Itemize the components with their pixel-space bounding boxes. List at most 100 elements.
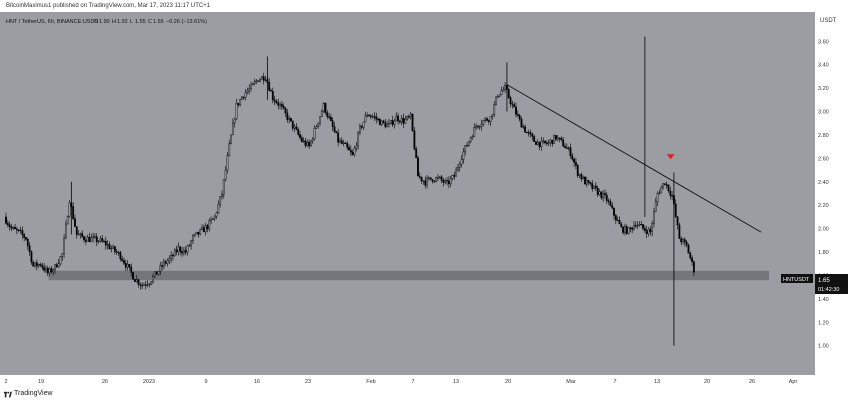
candle-body bbox=[202, 227, 205, 233]
time-tick-label: 19 bbox=[38, 379, 44, 385]
candle-body bbox=[576, 164, 579, 176]
candle-body bbox=[565, 147, 568, 149]
candle-body bbox=[55, 264, 58, 268]
price-tick-label: 2.00 bbox=[818, 227, 829, 233]
candle-body bbox=[433, 180, 436, 183]
candle-body bbox=[515, 106, 517, 115]
candle-body bbox=[382, 120, 385, 123]
candle-body bbox=[371, 116, 374, 118]
candle-body bbox=[645, 230, 648, 235]
legend-high-label: H bbox=[112, 19, 116, 25]
candle-body bbox=[41, 265, 44, 268]
candle-body bbox=[669, 190, 672, 196]
candle-body bbox=[66, 216, 69, 225]
candle-body bbox=[553, 135, 556, 144]
candle-body bbox=[12, 227, 15, 229]
candle-body bbox=[549, 139, 552, 143]
candle-body bbox=[275, 101, 278, 104]
candle-body bbox=[239, 99, 242, 106]
candles bbox=[5, 36, 695, 346]
price-tick-label: 3.00 bbox=[818, 110, 829, 116]
candle-body bbox=[685, 241, 688, 246]
legend-change: −0.26 (−13.61%) bbox=[166, 19, 207, 25]
candle-body bbox=[262, 76, 265, 81]
candle-body bbox=[277, 102, 280, 106]
price-tick-label: 2.20 bbox=[818, 203, 829, 209]
legend-close: 1.65 bbox=[153, 19, 164, 25]
candle-body bbox=[190, 240, 193, 246]
candle-body bbox=[135, 279, 138, 282]
legend-low: 1.55 bbox=[135, 19, 146, 25]
candle-body bbox=[150, 281, 153, 285]
candle-body bbox=[424, 180, 427, 186]
candle-body bbox=[293, 126, 296, 129]
candle-body bbox=[124, 263, 127, 268]
chart-area[interactable]: 1.001.201.401.601.802.002.202.402.602.80… bbox=[0, 12, 850, 387]
time-tick-label: 26 bbox=[749, 379, 755, 385]
candle-body bbox=[224, 169, 227, 180]
candle-body bbox=[159, 265, 162, 272]
candle-body bbox=[52, 269, 55, 273]
candle-body bbox=[88, 236, 91, 242]
candle-body bbox=[319, 116, 321, 124]
candle-body bbox=[614, 215, 617, 221]
candle-body bbox=[212, 218, 214, 220]
candle-body bbox=[108, 244, 111, 250]
candle-body bbox=[500, 90, 503, 95]
candle-body bbox=[217, 204, 220, 214]
candle-body bbox=[493, 104, 496, 115]
candle-body bbox=[244, 92, 247, 98]
candle-body bbox=[337, 132, 340, 143]
candle-body bbox=[580, 174, 583, 180]
candle-body bbox=[406, 116, 409, 120]
candle-body bbox=[128, 264, 131, 268]
candle-body bbox=[164, 261, 167, 264]
candle-body bbox=[418, 175, 421, 178]
candle-body bbox=[446, 180, 448, 182]
candle-body bbox=[582, 176, 585, 180]
candle-body bbox=[340, 140, 343, 144]
price-tick-label: 2.80 bbox=[818, 133, 829, 139]
candle-body bbox=[222, 179, 225, 195]
candle-body bbox=[155, 271, 158, 275]
candle-body bbox=[199, 229, 202, 235]
candle-body bbox=[495, 96, 497, 105]
candle-body bbox=[163, 261, 165, 267]
candle-body bbox=[192, 235, 194, 242]
candle-body bbox=[92, 236, 95, 239]
candle-body bbox=[132, 272, 134, 280]
candle-body bbox=[273, 99, 276, 102]
candle-body bbox=[328, 116, 330, 118]
time-tick-label: Mar bbox=[566, 379, 576, 385]
candle-body bbox=[103, 241, 105, 243]
candle-body bbox=[477, 125, 479, 128]
candle-body bbox=[177, 246, 180, 253]
candle-body bbox=[123, 260, 125, 264]
candle-body bbox=[331, 120, 334, 127]
candle-body bbox=[101, 238, 104, 242]
candle-body bbox=[636, 224, 639, 227]
candle-body bbox=[571, 155, 574, 160]
candle-body bbox=[50, 268, 53, 273]
candle-body bbox=[435, 177, 438, 182]
red-down-arrow-icon bbox=[666, 154, 675, 160]
candle-body bbox=[32, 261, 35, 267]
candle-body bbox=[487, 120, 490, 122]
candle-body bbox=[320, 111, 323, 117]
candle-body bbox=[511, 103, 514, 105]
time-tick-label: 7 bbox=[613, 379, 616, 385]
candle-body bbox=[377, 118, 379, 121]
time-tick-label: 16 bbox=[254, 379, 260, 385]
candle-body bbox=[268, 82, 271, 91]
price-chart-svg[interactable]: 1.001.201.401.601.802.002.202.402.602.80… bbox=[0, 12, 850, 387]
candle-body bbox=[230, 134, 232, 144]
time-tick-label: 20 bbox=[704, 379, 710, 385]
candle-body bbox=[540, 140, 543, 148]
candle-body bbox=[113, 246, 116, 252]
candle-body bbox=[75, 226, 78, 235]
candle-body bbox=[226, 155, 229, 171]
legend-close-label: C bbox=[148, 19, 152, 25]
candle-body bbox=[584, 176, 586, 185]
candle-body bbox=[400, 117, 403, 123]
time-tick-label: 13 bbox=[453, 379, 459, 385]
